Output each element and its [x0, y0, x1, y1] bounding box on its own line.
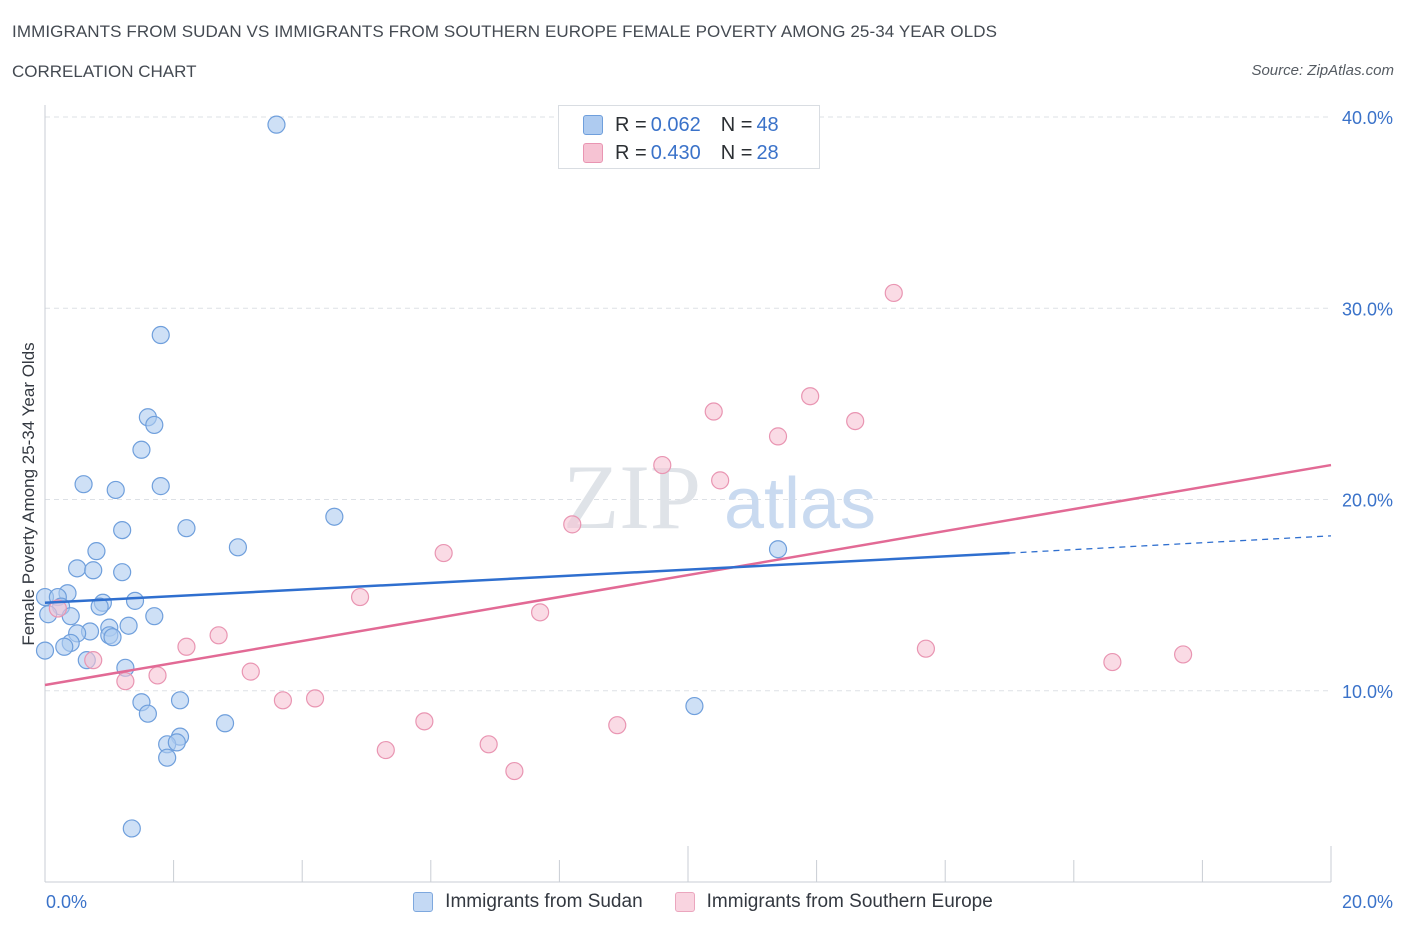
- grid-layer: [45, 116, 1331, 692]
- europe-point: [653, 455, 672, 475]
- europe-point: [801, 387, 820, 406]
- sudan-point: [685, 696, 704, 716]
- y-tick-label: 30.0%: [1342, 299, 1393, 319]
- sudan-point: [228, 538, 247, 557]
- sudan-trend-line: [44, 551, 1010, 605]
- watermark-zip: ZIP: [563, 446, 701, 548]
- y-tick-label: 10.0%: [1342, 682, 1393, 702]
- sudan-point: [106, 480, 125, 500]
- europe-point: [563, 515, 582, 534]
- sudan-point: [119, 616, 138, 635]
- europe-point: [505, 761, 524, 781]
- legend-n-value-sudan: 48: [756, 113, 779, 136]
- series-legend-swatch-sudan: [413, 892, 434, 912]
- europe-point: [916, 639, 936, 658]
- europe-point: [415, 712, 434, 731]
- legend-row-sudan: R = 0.062 N = 48: [583, 112, 779, 138]
- sudan-point: [84, 561, 103, 580]
- europe-point: [1103, 652, 1122, 672]
- legend-r-label-europe: R =: [615, 141, 647, 164]
- sudan-point: [167, 733, 186, 752]
- europe-point: [273, 691, 293, 710]
- series-legend: Immigrants from Sudan Immigrants from So…: [0, 889, 1406, 915]
- sudan-point: [177, 519, 196, 538]
- europe-trend-line: [44, 463, 1332, 687]
- sudan-point: [90, 597, 109, 616]
- y-tick-label: 20.0%: [1342, 491, 1393, 511]
- legend-r-value-sudan: 0.062: [650, 113, 701, 136]
- europe-point: [846, 411, 865, 431]
- europe-point: [305, 689, 325, 708]
- chart-title: IMMIGRANTS FROM SUDAN VS IMMIGRANTS FROM…: [12, 22, 998, 41]
- axis-layer: 10.0% 20.0% 30.0% 40.0% 0.0% 20.0%: [44, 105, 1393, 912]
- sudan-point: [768, 540, 788, 559]
- watermark-layer: ZIP atlas: [563, 446, 876, 548]
- series-legend-europe: Immigrants from Southern Europe: [674, 891, 993, 913]
- europe-point: [350, 587, 370, 607]
- x-tick-label: 20.0%: [1342, 892, 1393, 912]
- sudan-point: [132, 440, 151, 459]
- series-legend-swatch-europe: [674, 892, 695, 912]
- sudan-point: [74, 475, 93, 494]
- legend-r-label-sudan: R =: [615, 113, 647, 136]
- europe-point: [884, 283, 903, 303]
- x-tick-label: 0.0%: [46, 892, 87, 912]
- stats-legend: R = 0.062 N = 48 R = 0.430 N = 28: [558, 105, 820, 169]
- y-axis-label: Female Poverty Among 25-34 Year Olds: [19, 342, 38, 645]
- sudan-point: [87, 542, 106, 561]
- series-legend-label-sudan: Immigrants from Sudan: [445, 891, 643, 912]
- sudan-point: [151, 477, 170, 496]
- europe-point: [148, 666, 167, 685]
- europe-point: [768, 427, 788, 446]
- europe-point: [241, 662, 260, 681]
- legend-n-label-sudan: N =: [720, 113, 753, 136]
- sudan-point: [122, 819, 141, 838]
- legend-row-europe: R = 0.430 N = 28: [583, 140, 779, 166]
- sudan-point: [125, 591, 145, 610]
- europe-point: [531, 603, 550, 622]
- sudan-point: [113, 563, 132, 582]
- europe-point: [116, 672, 135, 691]
- sudan-point: [35, 641, 55, 660]
- europe-point: [376, 740, 395, 760]
- legend-n-value-europe: 28: [756, 141, 779, 164]
- sudan-point: [215, 714, 235, 733]
- series-legend-label-europe: Immigrants from Southern Europe: [706, 891, 993, 912]
- europe-point: [84, 651, 103, 670]
- chart-subtitle: CORRELATION CHART: [12, 62, 197, 81]
- sudan-point: [138, 704, 157, 723]
- europe-point: [209, 626, 228, 645]
- europe-point: [704, 402, 723, 421]
- europe-point: [711, 471, 730, 490]
- sudan-point: [103, 628, 122, 647]
- series-legend-sudan: Immigrants from Sudan: [413, 891, 643, 913]
- legend-r-value-europe: 0.430: [650, 141, 701, 164]
- europe-point: [608, 716, 627, 735]
- watermark-atlas: atlas: [724, 464, 876, 544]
- legend-swatch-europe: [583, 143, 603, 163]
- sudan-trend-extension: [1009, 535, 1332, 554]
- sudan-point: [158, 748, 177, 767]
- europe-point: [1174, 645, 1193, 664]
- europe-point: [479, 735, 498, 754]
- sudan-point: [170, 691, 190, 710]
- source-label: Source: ZipAtlas.com: [1251, 62, 1394, 79]
- legend-swatch-sudan: [583, 115, 603, 135]
- y-tick-label: 40.0%: [1342, 108, 1393, 128]
- europe-point: [177, 637, 196, 656]
- legend-n-label-europe: N =: [720, 141, 753, 164]
- sudan-point: [325, 507, 344, 526]
- europe-point: [48, 599, 67, 618]
- sudan-point: [145, 607, 164, 626]
- sudan-point: [267, 115, 286, 134]
- europe-point: [434, 543, 453, 563]
- sudan-point: [68, 559, 87, 578]
- sudan-point: [55, 637, 74, 656]
- sudan-point: [145, 415, 164, 435]
- trend-layer: [44, 463, 1332, 687]
- sudan-point: [113, 520, 132, 540]
- sudan-point: [151, 325, 170, 345]
